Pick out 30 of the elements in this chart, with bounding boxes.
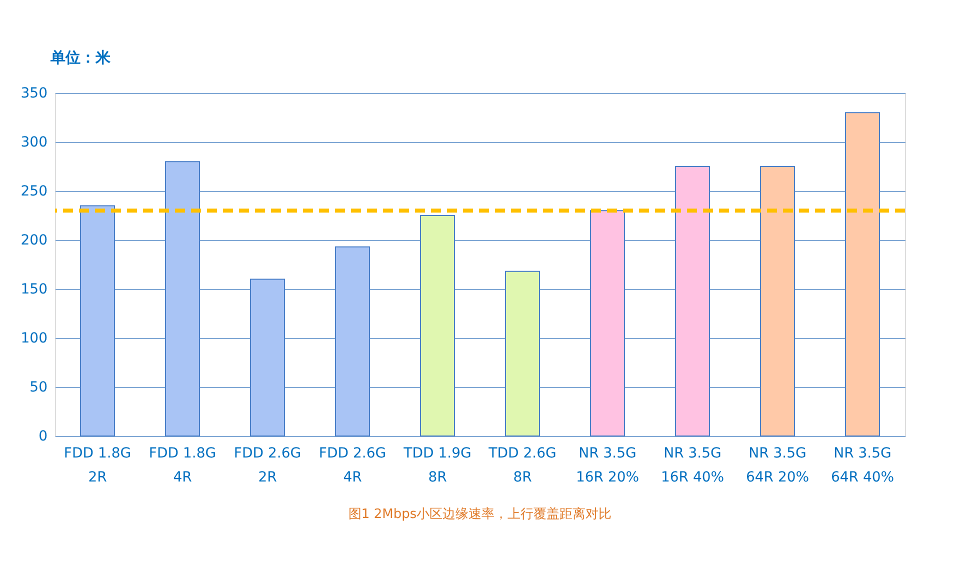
- y-tick-label: 0: [38, 428, 48, 444]
- y-tick-label: 100: [20, 330, 48, 346]
- x-tick-label: FDD 2.6G 2R: [234, 446, 302, 486]
- bar: [760, 166, 795, 436]
- y-tick-label: 50: [30, 380, 48, 396]
- y-tick-label: 250: [20, 184, 48, 200]
- bar: [80, 205, 115, 436]
- x-tick-label: NR 3.5G 16R 40%: [660, 446, 724, 486]
- bar: [675, 166, 710, 436]
- x-tick-label: NR 3.5G 16R 20%: [576, 446, 640, 486]
- x-tick-label: FDD 1.8G 2R: [64, 446, 132, 486]
- x-tick-label: NR 3.5G 64R 20%: [746, 446, 810, 486]
- bar: [505, 270, 540, 436]
- bar: [845, 112, 880, 436]
- y-tick-label: 300: [20, 134, 48, 150]
- y-tick-label: 150: [20, 282, 48, 298]
- x-tick-label: NR 3.5G 64R 40%: [830, 446, 894, 486]
- x-tick-label: TDD 2.6G 8R: [488, 446, 556, 486]
- bar: [420, 215, 455, 436]
- bar: [165, 161, 200, 436]
- y-tick-label: 350: [20, 86, 48, 102]
- x-tick-label: FDD 2.6G 4R: [318, 446, 386, 486]
- y-tick-label: 200: [20, 232, 48, 248]
- x-tick-label: TDD 1.9G 8R: [402, 446, 472, 486]
- bar: [250, 278, 285, 436]
- caption: 图1 2Mbps小区边缘速率，上行覆盖距离对比: [348, 506, 612, 522]
- y-axis-title: 单位：米: [50, 48, 112, 66]
- bar: [335, 246, 370, 436]
- x-tick-label: FDD 1.8G 4R: [148, 446, 216, 486]
- bar: [590, 210, 625, 436]
